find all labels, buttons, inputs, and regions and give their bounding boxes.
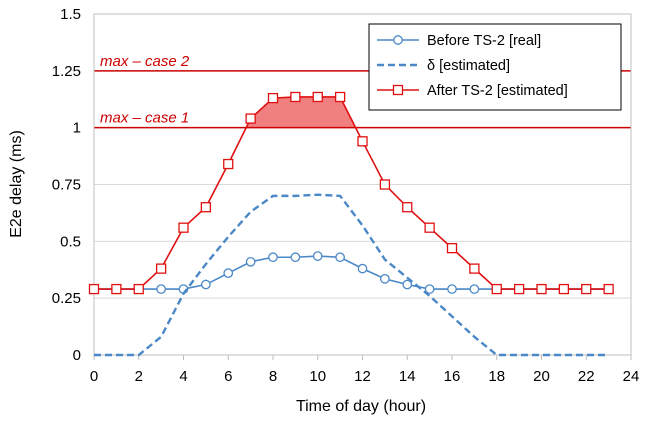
data-point — [447, 284, 457, 294]
legend-entry: δ [estimated] — [377, 58, 510, 74]
data-point — [469, 284, 480, 294]
data-point — [393, 35, 403, 45]
series-3 — [88, 91, 614, 295]
y-tick-label: 1.5 — [60, 6, 81, 23]
data-point — [156, 284, 166, 294]
max-reference-label: max – case 1 — [100, 110, 189, 127]
y-axis-title: E2e delay (ms) — [8, 130, 25, 238]
y-tick-label: 1.25 — [52, 63, 81, 80]
data-point — [245, 256, 256, 267]
x-tick-label: 12 — [354, 368, 371, 385]
data-point — [469, 263, 480, 274]
legend-label: Before TS-2 [real] — [427, 33, 541, 49]
x-tick-label: 22 — [578, 368, 595, 385]
x-tick-label: 2 — [135, 368, 143, 385]
data-point — [402, 279, 413, 290]
data-point — [446, 243, 458, 254]
data-point — [581, 283, 592, 295]
legend-label: δ [estimated] — [427, 58, 510, 74]
data-point — [223, 268, 234, 279]
data-point — [335, 252, 345, 263]
legend-entry: Before TS-2 [real] — [377, 33, 541, 49]
shaded-excess-region — [246, 96, 356, 128]
x-tick-label: 14 — [399, 368, 416, 385]
x-axis-title: Time of day (hour) — [296, 398, 426, 415]
data-point — [392, 84, 404, 96]
series-line — [94, 193, 609, 357]
y-tick-label: 0.75 — [52, 177, 81, 194]
shaded-region-layer — [246, 96, 356, 128]
reference-lines-layer: max – case 2 max – case 1 — [94, 53, 631, 129]
y-tick-label: 0.25 — [52, 290, 81, 307]
data-point — [178, 222, 189, 233]
data-point — [88, 283, 100, 295]
data-point — [312, 251, 323, 261]
data-point — [223, 158, 234, 170]
x-tick-label: 16 — [444, 368, 461, 385]
data-point — [491, 283, 502, 295]
y-tick-label: 1 — [73, 120, 81, 137]
x-tick-label: 18 — [488, 368, 505, 385]
legend-entry: After TS-2 [estimated] — [377, 83, 568, 99]
data-point — [513, 283, 525, 295]
x-tick-label: 10 — [309, 368, 326, 385]
data-point — [334, 91, 346, 103]
series-layer — [88, 91, 614, 357]
data-point — [357, 263, 368, 274]
x-tick-label: 0 — [90, 368, 98, 385]
x-tick-label: 20 — [533, 368, 550, 385]
data-point — [558, 283, 570, 295]
max-reference-label: max – case 2 — [100, 53, 190, 70]
data-point — [603, 283, 614, 295]
data-point — [379, 179, 391, 190]
series-1 — [89, 251, 614, 294]
data-point — [200, 202, 212, 213]
series-2 — [94, 193, 609, 357]
y-tick-label: 0 — [73, 347, 81, 364]
legend-label: After TS-2 [estimated] — [427, 83, 568, 99]
x-tick-label: 6 — [224, 368, 232, 385]
data-point — [402, 202, 413, 213]
data-point — [267, 92, 279, 104]
x-tick-label: 8 — [269, 368, 277, 385]
data-point — [290, 252, 301, 263]
data-point — [424, 222, 435, 233]
data-point — [290, 91, 301, 103]
data-point — [380, 273, 390, 284]
data-point — [133, 283, 144, 295]
y-tick-label: 0.5 — [60, 233, 81, 250]
legend-box — [368, 23, 622, 111]
data-point — [201, 279, 211, 290]
data-point — [536, 283, 547, 295]
series-line — [94, 255, 609, 290]
data-point — [111, 283, 122, 295]
data-point — [357, 136, 368, 147]
legend: Before TS-2 [real] δ [estimated] After TS-… — [368, 23, 622, 111]
x-tick-label: 4 — [179, 368, 187, 385]
data-point — [424, 284, 435, 294]
x-tick-label: 24 — [623, 368, 640, 385]
data-point — [268, 252, 278, 263]
data-point — [155, 263, 167, 274]
data-point — [245, 113, 256, 124]
data-point — [312, 91, 323, 103]
